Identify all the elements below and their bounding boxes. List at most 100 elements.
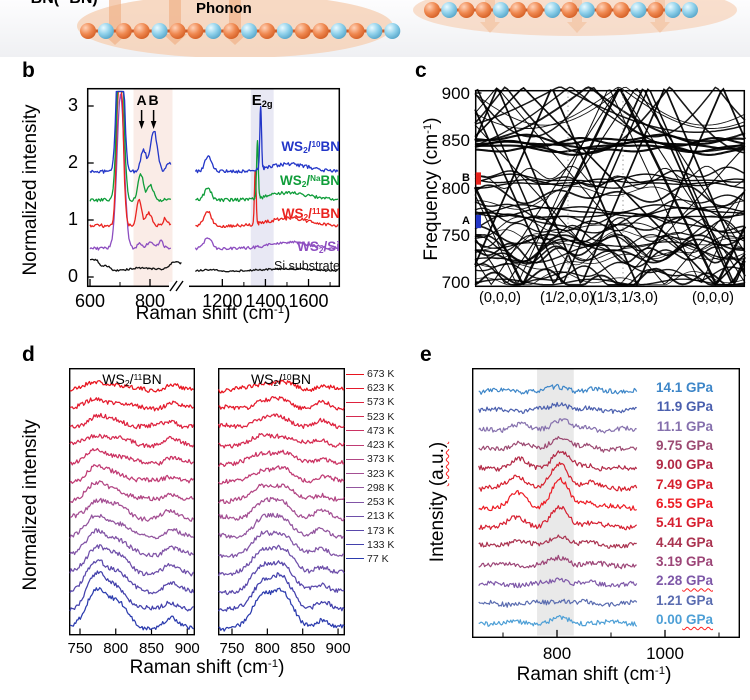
- pressure-value: 14.1: [655, 380, 683, 395]
- pressure-unit: GPa: [682, 611, 713, 627]
- e2g-annotation: E2g: [251, 92, 273, 110]
- boron-atom: [223, 23, 240, 39]
- nitrogen-atom: [276, 23, 293, 39]
- panel-b-xlabel: Raman shift (cm-1): [135, 303, 291, 324]
- temperature-spectrum: [69, 544, 195, 577]
- isotope-label: 10BN(11BN): [20, 0, 98, 8]
- legend-label: 523 K: [367, 410, 395, 423]
- legend-entry: 213 K: [346, 510, 394, 522]
- mode-marker: [475, 172, 481, 185]
- boron-atom: [348, 23, 365, 39]
- temperature-spectrum: [218, 432, 345, 449]
- nitrogen-atom: [384, 23, 401, 39]
- pressure-spectrum: [478, 383, 638, 395]
- c-xtick: (0,0,0): [479, 290, 521, 306]
- temperature-spectrum: [69, 380, 194, 393]
- pressure-spectrum: [478, 436, 638, 453]
- spectrum-curve: [195, 140, 339, 203]
- legend-line: [346, 544, 364, 546]
- pressure-unit: GPa: [682, 380, 713, 395]
- b-xtick: 1600: [288, 291, 329, 311]
- pressure-label: 4.44 GPa: [656, 535, 713, 550]
- temperature-spectrum: [70, 587, 194, 631]
- legend-line: [346, 458, 364, 460]
- pressure-label: 3.19 GPa: [656, 554, 713, 569]
- panel-d-ylabel: Normalized intensity: [20, 419, 41, 591]
- d-xtick: 750: [219, 640, 245, 657]
- legend-entry: 473 K: [346, 425, 394, 437]
- nitrogen-atom: [630, 2, 647, 18]
- c-xtick: (1/3,1/3,0): [591, 290, 659, 306]
- phonon-band: [474, 86, 746, 133]
- phonon-band: [474, 204, 745, 214]
- mode-marker-label: A: [462, 214, 470, 227]
- nitrogen-atom: [441, 2, 458, 18]
- boron-atom: [115, 23, 132, 39]
- pressure-labels: 14.1 GPa 11.9 GPa 11.1 GPa 9.75 GPa 9.00 GPa…: [543, 370, 713, 663]
- c-ytick: 750: [441, 225, 470, 245]
- temperature-spectrum: [218, 465, 345, 485]
- phonon-band: [474, 87, 746, 285]
- pressure-value: 6.55: [655, 495, 683, 511]
- annotation-arrow: [150, 121, 157, 129]
- legend-label: 673 K: [367, 368, 395, 380]
- pressure-spectrum: [478, 614, 638, 627]
- temperature-spectrum: [69, 497, 194, 522]
- pressure-value: 0.00: [655, 611, 683, 627]
- temperature-spectrum: [218, 496, 345, 522]
- legend-label: 133 K: [367, 538, 395, 551]
- legend-line: [346, 558, 364, 560]
- d-xtick: 850: [290, 640, 316, 657]
- pressure-value: 9.00: [655, 457, 683, 473]
- pressure-unit: GPa: [682, 476, 713, 492]
- phonon-band: [474, 89, 746, 284]
- nitrogen-atom: [330, 23, 347, 39]
- legend-label: 473 K: [367, 424, 395, 437]
- legend-line: [346, 430, 364, 432]
- pressure-label: 2.28 GPa: [656, 573, 713, 588]
- phonon-band: [474, 87, 746, 284]
- boron-atom: [596, 2, 612, 18]
- phonon-band: [474, 133, 744, 145]
- pressure-label: 14.1 GPa: [656, 380, 713, 395]
- d-xtick: 900: [174, 640, 200, 657]
- c-xtick: (0,0,0): [692, 290, 734, 306]
- panel-d-plot: [68, 367, 345, 636]
- pressure-spectrum: [478, 401, 637, 415]
- c-ytick: 850: [441, 131, 470, 151]
- boron-atom: [561, 2, 578, 18]
- legend-label: 213 K: [367, 510, 395, 523]
- temperature-spectrum: [218, 530, 345, 559]
- legend-line: [346, 501, 364, 503]
- temperature-spectrum: [218, 544, 345, 577]
- curve-label: WS2/10BN: [281, 139, 340, 156]
- temperature-spectrum: [218, 587, 345, 632]
- panel-e-xlabel: Raman shift (cm-1): [516, 664, 672, 685]
- phonon-band: [474, 182, 744, 189]
- legend-entry: 77 K: [346, 553, 389, 565]
- temperature-spectrum: [218, 572, 345, 612]
- legend-entry: 673 K: [346, 368, 394, 380]
- panel-e-ylabel: Intensity (a.u.): [427, 441, 448, 563]
- curve-label: WS2/Si: [297, 239, 340, 256]
- pressure-unit: GPa: [682, 457, 713, 473]
- nitrogen-atom: [544, 2, 561, 18]
- pressure-spectrum: [478, 418, 637, 434]
- temperature-spectrum: [69, 433, 195, 449]
- temperature-spectrum: [218, 483, 345, 505]
- pressure-spectrum: [478, 477, 637, 512]
- phonon-label: Phonon: [196, 0, 252, 17]
- panel-a-strip: 10BN(11BN) Phonon: [0, 0, 750, 57]
- pressure-unit: GPa: [682, 437, 713, 453]
- mode-marker-label: B: [462, 171, 470, 184]
- pressure-label: 7.49 GPa: [656, 477, 713, 492]
- curve-label: WS2/11BN: [281, 206, 340, 223]
- boron-atom: [475, 2, 492, 18]
- pressure-unit: GPa: [682, 399, 713, 415]
- spectrum-curve: [89, 93, 172, 251]
- pressure-unit: GPa: [682, 553, 713, 569]
- pressure-label: 0.00 GPa: [656, 612, 713, 627]
- legend-line: [346, 473, 364, 475]
- temperature-spectrum: [69, 397, 194, 412]
- spectrum-curve: [194, 237, 338, 251]
